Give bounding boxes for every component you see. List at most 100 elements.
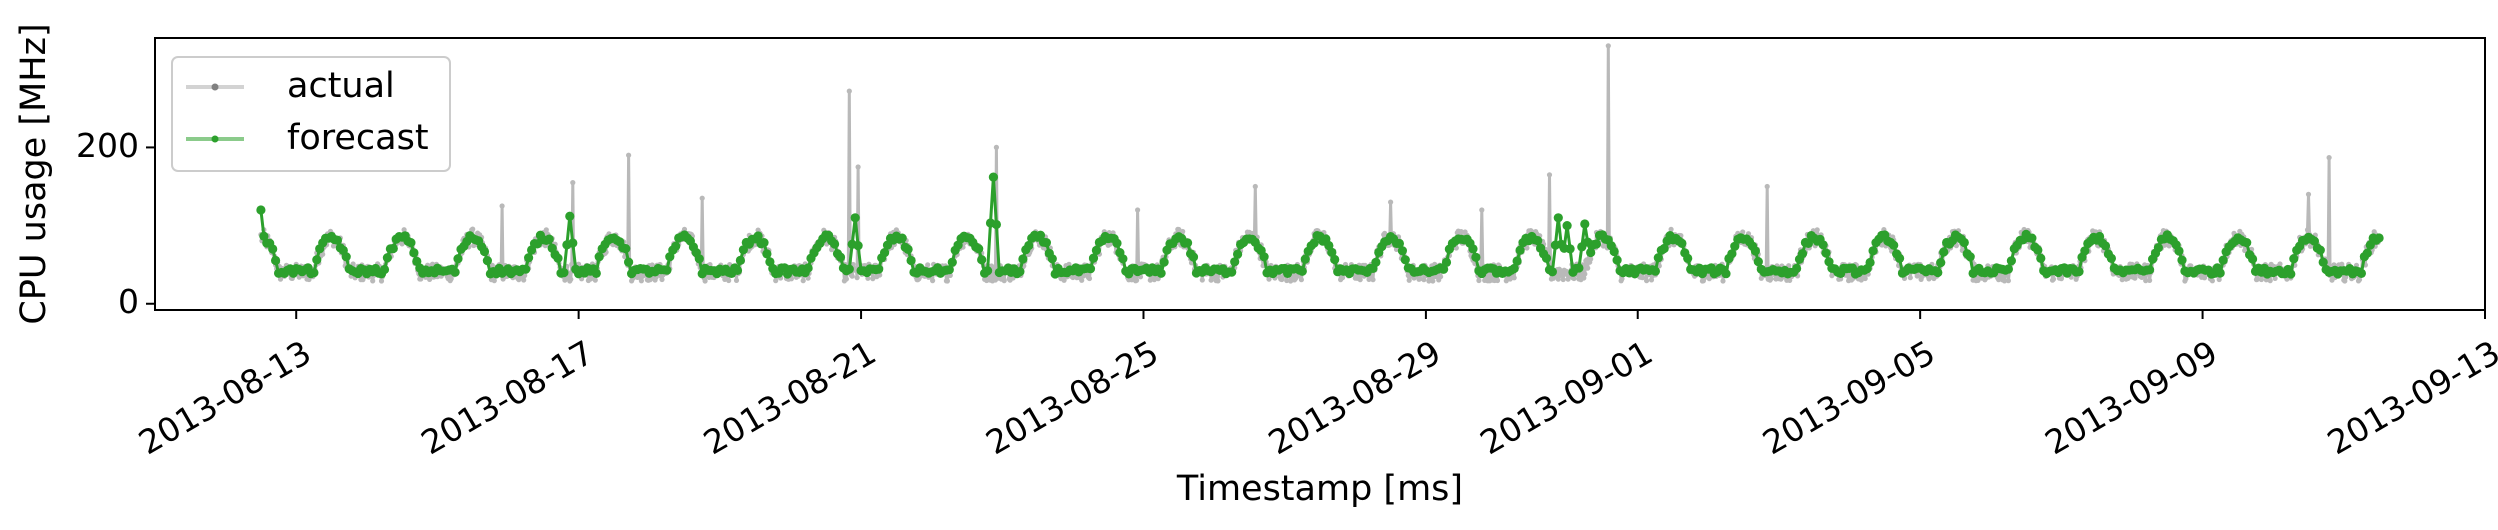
data-point-forecast: [1683, 253, 1693, 263]
data-point-actual: [306, 276, 312, 283]
data-point-forecast: [409, 248, 419, 258]
series-layer: [256, 43, 2384, 284]
data-point-forecast: [2356, 268, 2366, 278]
data-point-forecast: [1471, 252, 1481, 262]
data-point-forecast: [1612, 255, 1622, 265]
data-point-actual: [1560, 276, 1566, 283]
data-point-forecast: [2177, 255, 2187, 265]
data-point-forecast: [256, 205, 266, 215]
data-point-actual: [2132, 275, 2138, 281]
data-point-forecast: [1088, 253, 1099, 263]
data-point-forecast: [1721, 269, 1731, 279]
data-point-actual: [659, 276, 665, 283]
x-tick-label: 2013-08-25: [979, 333, 1165, 463]
data-point-actual: [570, 180, 576, 186]
data-point-actual: [1134, 277, 1140, 283]
data-point-forecast: [1468, 244, 1478, 254]
data-point-actual: [1494, 277, 1501, 284]
data-point-actual: [877, 272, 883, 278]
data-point-actual: [1644, 278, 1650, 284]
data-point-forecast: [1112, 238, 1122, 248]
data-point-actual: [1764, 183, 1770, 190]
data-point-actual: [1975, 277, 1981, 283]
data-point-actual: [1582, 271, 1588, 277]
data-point-actual: [370, 278, 376, 284]
data-point-forecast: [2074, 267, 2084, 277]
data-point-actual: [470, 226, 476, 232]
data-point-actual: [990, 273, 997, 279]
x-tick-label: 2013-09-01: [1474, 333, 1660, 463]
data-point-forecast: [259, 231, 269, 241]
data-point-actual: [1476, 277, 1482, 284]
x-tick-label: 2013-09-09: [2038, 333, 2224, 463]
legend-marker-forecast: [211, 135, 219, 143]
data-point-forecast: [1297, 266, 1307, 276]
data-point-forecast: [1865, 257, 1875, 268]
data-point-forecast: [1041, 238, 1051, 248]
data-point-forecast: [762, 249, 772, 259]
series-forecast: [256, 172, 2384, 279]
data-point-actual: [1061, 277, 1067, 283]
data-point-forecast: [312, 255, 322, 265]
data-point-actual: [1370, 277, 1376, 283]
data-point-actual: [543, 227, 549, 233]
data-point-actual: [1135, 207, 1141, 213]
data-point-actual: [2304, 227, 2311, 233]
y-tick-label: 0: [118, 282, 139, 321]
data-point-actual: [1720, 278, 1726, 284]
data-point-forecast: [450, 267, 460, 277]
data-point-actual: [733, 277, 740, 283]
data-point-actual: [843, 276, 850, 282]
data-point-actual: [491, 278, 497, 284]
data-point-actual: [1001, 278, 1007, 284]
data-point-actual: [1215, 278, 1221, 284]
data-point-actual: [1199, 277, 1205, 283]
data-point-actual: [2147, 277, 2153, 283]
x-tick-label: 2013-08-21: [697, 333, 883, 463]
data-point-actual: [626, 152, 632, 158]
data-point-actual: [1430, 278, 1436, 284]
data-point-forecast: [521, 264, 531, 274]
data-point-actual: [1619, 276, 1625, 282]
data-point-actual: [1605, 43, 1611, 49]
data-point-actual: [1357, 277, 1363, 283]
data-point-actual: [773, 278, 779, 284]
data-point-actual: [1406, 277, 1412, 283]
data-point-actual: [2216, 276, 2222, 283]
data-point-actual: [2201, 275, 2208, 281]
data-point-actual: [2143, 278, 2149, 284]
data-point-forecast: [2215, 268, 2225, 278]
data-point-forecast: [1565, 244, 1575, 254]
data-point-actual: [2050, 276, 2057, 282]
data-point-forecast: [1965, 252, 1975, 262]
data-point-actual: [1086, 275, 1093, 282]
data-point-forecast: [1300, 254, 1310, 264]
data-point-actual: [1292, 276, 1299, 282]
data-point-forecast: [1327, 247, 1337, 257]
data-point-actual: [521, 277, 527, 283]
data-point-forecast: [1730, 241, 1740, 251]
data-point-forecast: [1818, 240, 1828, 250]
data-point-actual: [2267, 278, 2273, 284]
data-point-actual: [1340, 275, 1346, 281]
data-point-forecast: [830, 239, 840, 249]
data-point-actual: [1668, 226, 1674, 232]
data-point-actual: [1787, 277, 1793, 283]
data-point-forecast: [1547, 267, 1557, 277]
data-point-forecast: [1512, 256, 1522, 266]
data-point-forecast: [835, 252, 846, 262]
data-point-actual: [1079, 277, 1085, 283]
data-point-forecast: [1895, 253, 1905, 263]
data-point-forecast: [983, 266, 993, 276]
data-point-forecast: [2153, 243, 2163, 253]
data-point-actual: [2305, 191, 2312, 197]
data-point-forecast: [671, 241, 681, 251]
legend-label-actual: actual: [287, 66, 395, 106]
data-point-forecast: [2027, 233, 2037, 243]
data-point-forecast: [844, 264, 854, 274]
data-point-forecast: [1394, 238, 1404, 249]
data-point-forecast: [2286, 269, 2296, 279]
data-point-forecast: [1959, 237, 1969, 248]
data-point-forecast: [2362, 248, 2372, 258]
data-point-actual: [855, 164, 861, 170]
